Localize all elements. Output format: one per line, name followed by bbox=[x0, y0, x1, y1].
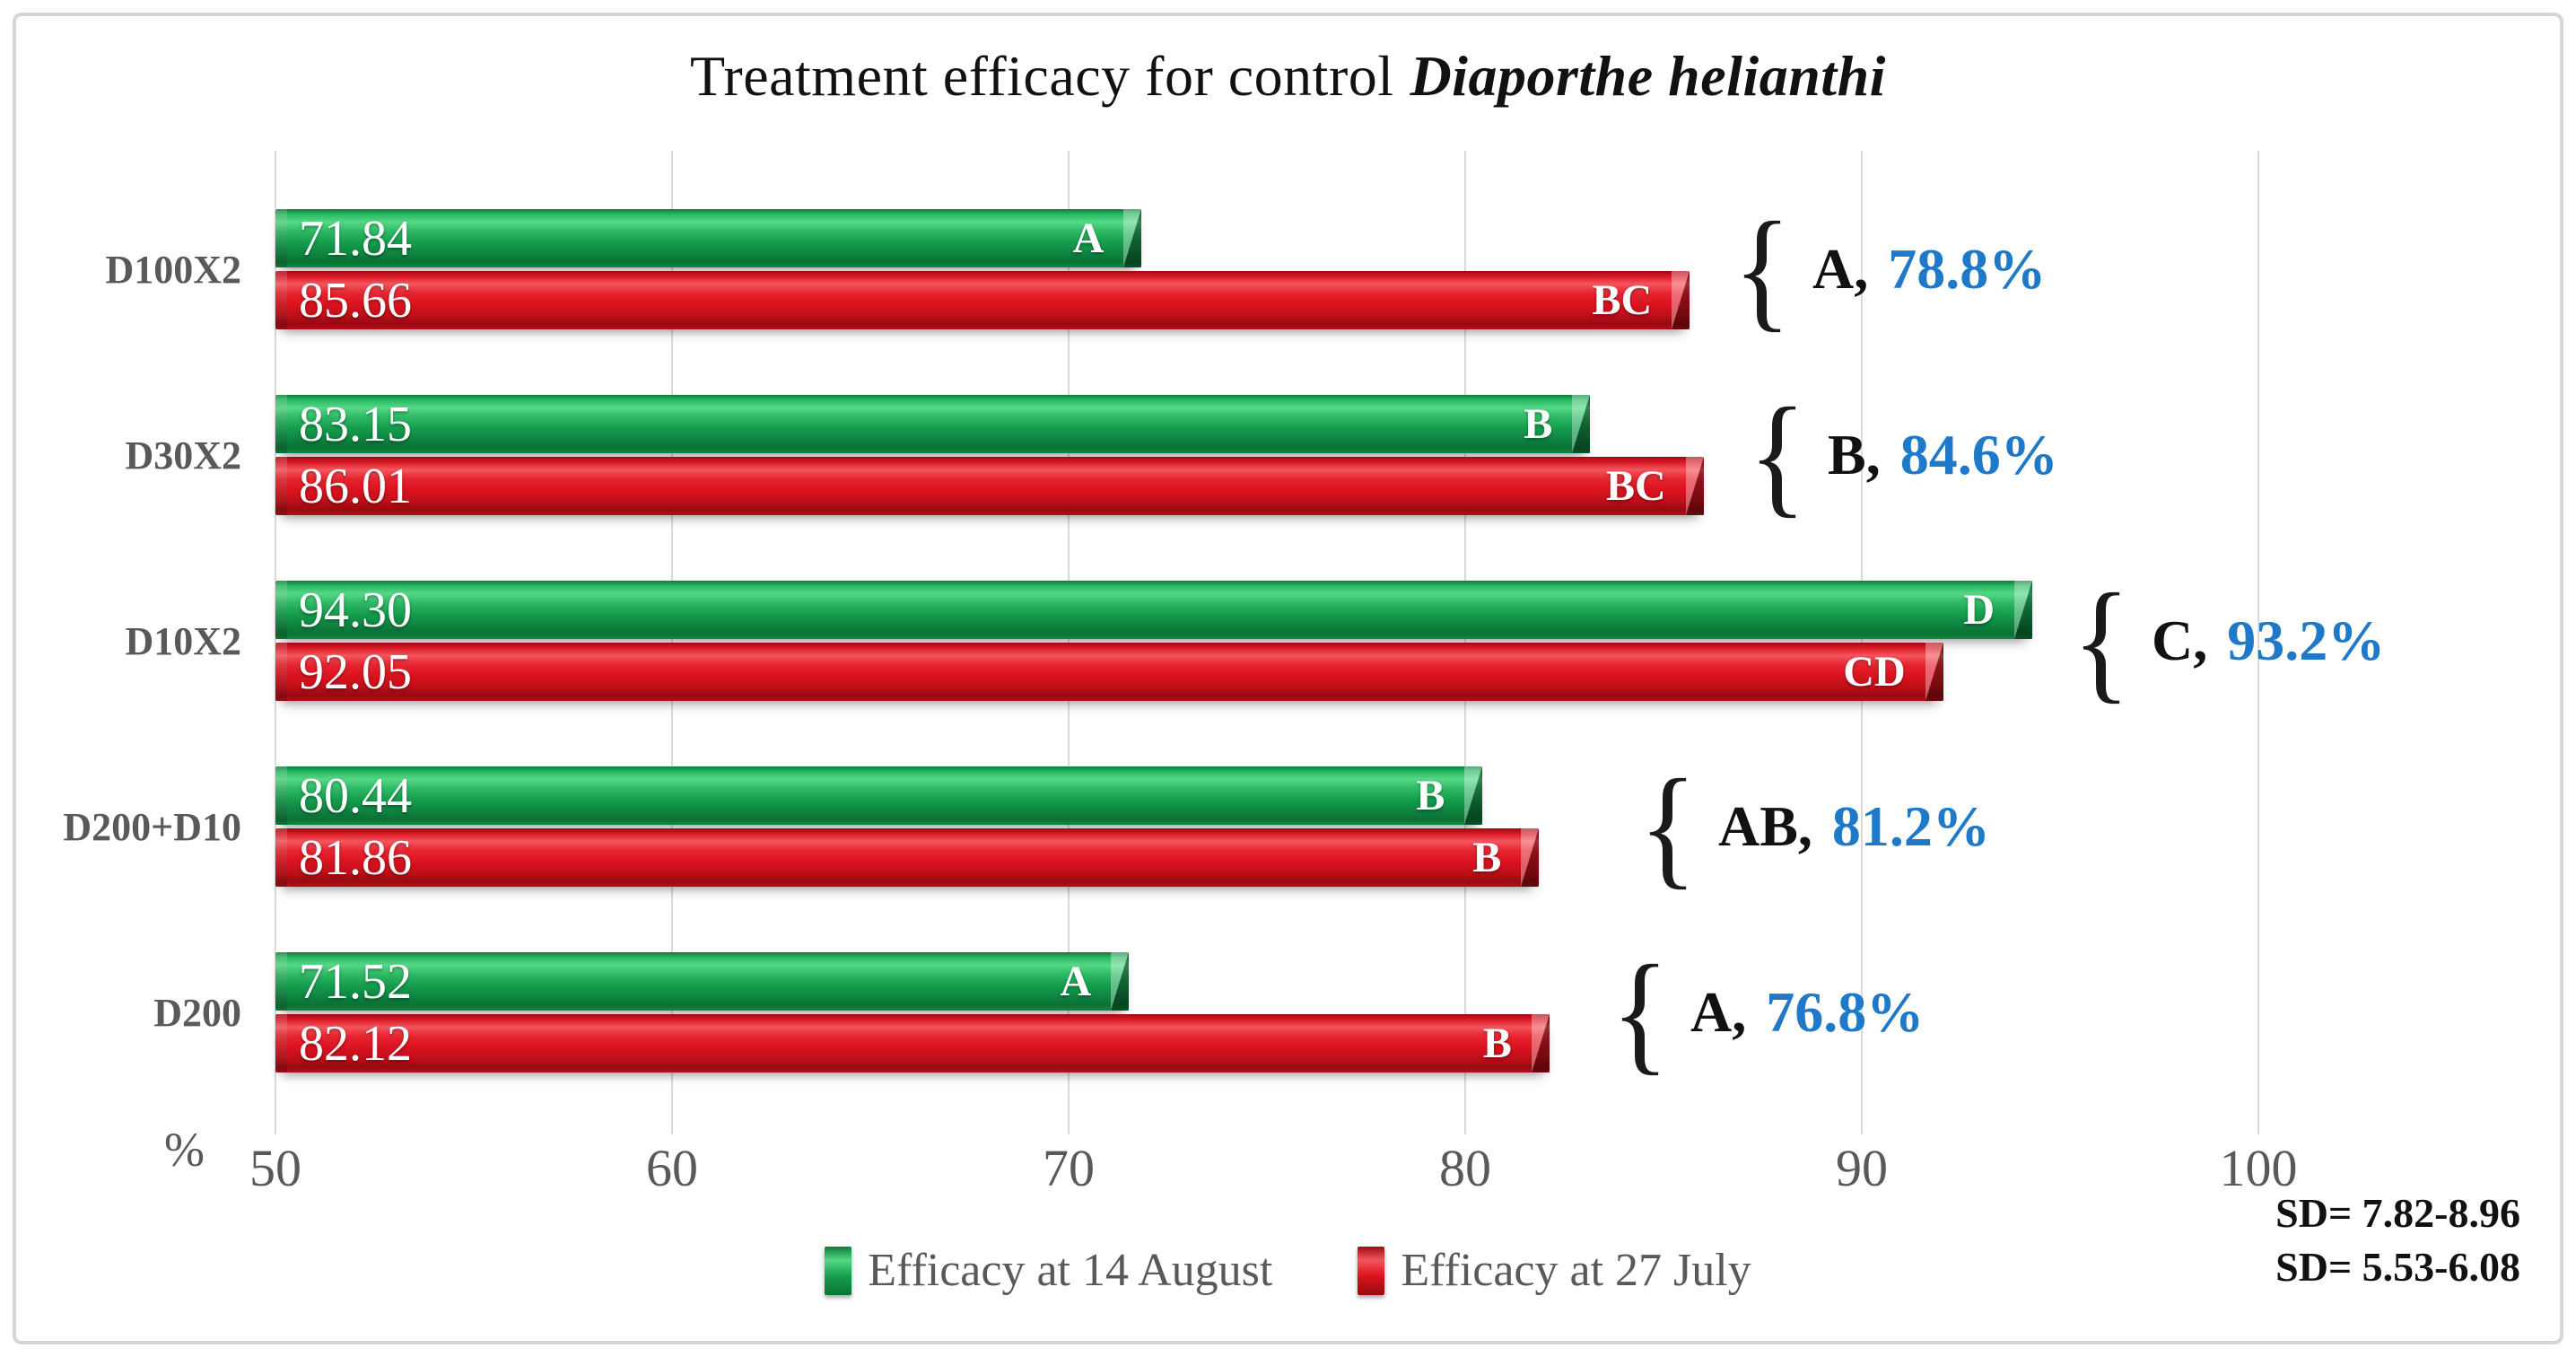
bar-group: D100X2 71.84 A 85.66 BC bbox=[105, 209, 2258, 329]
annotation-percent: 81.2% bbox=[1831, 794, 1990, 858]
x-axis: 50 60 70 80 90 100 bbox=[249, 1138, 2298, 1201]
legend-label: Efficacy at 14 August bbox=[868, 1245, 1273, 1296]
chart-title-text: Treatment efficacy for control bbox=[690, 44, 1394, 108]
annotation-letter: AB, bbox=[1718, 794, 1812, 858]
bar-value-label: 81.86 bbox=[299, 829, 412, 886]
bar-stat-letter: D bbox=[1963, 586, 1995, 634]
annotation-brace-icon: { bbox=[1748, 381, 1807, 530]
bar-group: D200+D10 80.44 B 81.86 B bbox=[63, 766, 2258, 887]
bar-stat-letter: BC bbox=[1592, 276, 1653, 324]
bar-stat-letter: B bbox=[1472, 834, 1502, 881]
chart-title: Treatment efficacy for control Diaporthe … bbox=[0, 43, 2576, 109]
bar-efficacy-27-july: 81.86 B bbox=[275, 828, 1540, 887]
annotation-letter: B, bbox=[1828, 423, 1881, 486]
group-annotation: { A, 78.8% bbox=[1730, 195, 2047, 344]
bar-value-label: 83.15 bbox=[299, 396, 412, 452]
bar-stat-letter: B bbox=[1524, 400, 1553, 448]
bar-value-label: 86.01 bbox=[299, 458, 412, 514]
sd-note-line2: SD= 5.53-6.08 bbox=[2275, 1244, 2520, 1290]
bar-value-label: 92.05 bbox=[299, 643, 412, 700]
annotation-brace-icon: { bbox=[2072, 566, 2131, 715]
bar-stat-letter: BC bbox=[1605, 462, 1666, 510]
bar-efficacy-14-august: 71.84 A bbox=[275, 209, 1142, 267]
bar-stat-letter: B bbox=[1416, 772, 1445, 819]
annotation-brace-icon: { bbox=[1638, 752, 1698, 901]
category-label: D100X2 bbox=[105, 247, 241, 292]
bar-value-label: 71.52 bbox=[299, 953, 412, 1010]
plot-area: D100X2 71.84 A 85.66 BC D30X2 83.15 B 86.01 BC D10… bbox=[63, 151, 2385, 1134]
annotation-letter: A, bbox=[1690, 980, 1747, 1044]
legend-swatch-green-icon bbox=[825, 1246, 852, 1295]
bar-efficacy-27-july: 85.66 BC bbox=[275, 271, 1690, 329]
x-axis-tick: 100 bbox=[2219, 1139, 2298, 1197]
chart-title-species: Diaporthe helianthi bbox=[1410, 44, 1886, 108]
bar-value-label: 94.30 bbox=[299, 582, 412, 638]
sd-notes: SD= 7.82-8.96 SD= 5.53-6.08 bbox=[2275, 1186, 2520, 1294]
annotation-letter: C, bbox=[2152, 608, 2208, 672]
legend-swatch-red-icon bbox=[1358, 1246, 1385, 1295]
bar-efficacy-27-july: 86.01 BC bbox=[275, 457, 1704, 515]
bar-efficacy-27-july: 82.12 B bbox=[275, 1014, 1550, 1072]
gridline bbox=[2257, 151, 2259, 1134]
category-label: D200 bbox=[153, 990, 241, 1035]
bar-group: D200 71.52 A 82.12 B bbox=[153, 952, 2258, 1072]
x-axis-tick: 80 bbox=[1439, 1139, 1491, 1197]
group-annotation: { C, 93.2% bbox=[2069, 566, 2386, 715]
x-axis-tick: 50 bbox=[249, 1139, 301, 1197]
bar-efficacy-14-august: 94.30 D bbox=[275, 581, 2033, 639]
bar-value-label: 85.66 bbox=[299, 272, 412, 328]
category-label: D30X2 bbox=[125, 433, 241, 477]
bar-efficacy-14-august: 71.52 A bbox=[275, 952, 1130, 1011]
bar-value-label: 71.84 bbox=[299, 210, 412, 267]
bar-group: D10X2 94.30 D 92.05 CD bbox=[125, 581, 2258, 701]
bar-stat-letter: A bbox=[1060, 958, 1092, 1005]
bar-group: D30X2 83.15 B 86.01 BC bbox=[125, 395, 2258, 515]
x-axis-tick: 60 bbox=[646, 1139, 698, 1197]
category-label: D10X2 bbox=[125, 618, 241, 663]
legend-item-14-august: Efficacy at 14 August bbox=[825, 1244, 1272, 1297]
bar-efficacy-14-august: 80.44 B bbox=[275, 766, 1483, 825]
x-axis-tick: 70 bbox=[1043, 1139, 1095, 1197]
bar-efficacy-14-august: 83.15 B bbox=[275, 395, 1591, 453]
annotation-letter: A, bbox=[1812, 237, 1869, 301]
legend: Efficacy at 14 August Efficacy at 27 Jul… bbox=[0, 1244, 2576, 1297]
legend-label: Efficacy at 27 July bbox=[1401, 1245, 1751, 1296]
annotation-percent: 84.6% bbox=[1899, 423, 2058, 486]
x-axis-tick: 90 bbox=[1836, 1139, 1888, 1197]
bar-value-label: 80.44 bbox=[299, 767, 412, 824]
group-annotation: { A, 76.8% bbox=[1608, 938, 1925, 1087]
legend-item-27-july: Efficacy at 27 July bbox=[1358, 1244, 1751, 1297]
bar-stat-letter: B bbox=[1482, 1020, 1512, 1067]
group-annotation: {AB, 81.2% bbox=[1636, 759, 1990, 894]
annotation-percent: 93.2% bbox=[2227, 608, 2386, 672]
annotation-brace-icon: { bbox=[1733, 195, 1792, 344]
annotation-brace-icon: { bbox=[1611, 938, 1670, 1087]
x-axis-unit-label: % bbox=[164, 1123, 205, 1177]
group-annotation: {B, 84.6% bbox=[1745, 388, 2058, 522]
bar-efficacy-27-july: 92.05 CD bbox=[275, 643, 1943, 701]
bar-stat-letter: A bbox=[1072, 214, 1105, 262]
annotation-percent: 78.8% bbox=[1888, 237, 2047, 301]
bar-value-label: 82.12 bbox=[299, 1015, 412, 1072]
annotation-percent: 76.8% bbox=[1766, 980, 1925, 1044]
sd-note-line1: SD= 7.82-8.96 bbox=[2275, 1190, 2520, 1236]
category-label: D200+D10 bbox=[63, 804, 241, 849]
bar-stat-letter: CD bbox=[1843, 648, 1906, 696]
